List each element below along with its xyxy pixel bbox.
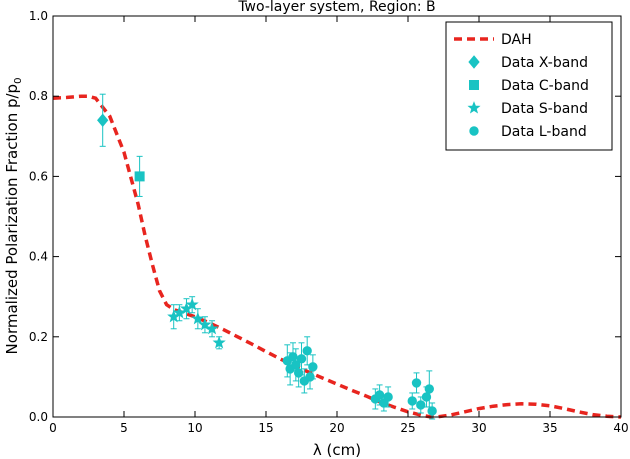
data-point [205, 320, 219, 338]
data-point [191, 308, 205, 330]
y-axis-title: Normalized Polarization Fraction p/p0 [3, 78, 24, 355]
circle-marker [308, 362, 318, 372]
circle-marker [411, 378, 422, 388]
data-point [411, 372, 422, 394]
data-points-layer [97, 93, 437, 420]
data-point [172, 304, 186, 322]
data-point [179, 298, 194, 320]
legend-star-marker [467, 101, 481, 114]
legend-label-s-band: Data S-band [501, 101, 588, 117]
model-curve-layer [52, 94, 622, 419]
star-marker [205, 321, 219, 335]
legend-square-marker [469, 80, 479, 90]
data-point [302, 336, 312, 366]
legend-swatch-s-band [467, 101, 481, 114]
circle-marker [296, 354, 307, 364]
star-marker [198, 317, 212, 331]
legend-swatch-x-band [468, 55, 480, 69]
x-tick-label: 25 [400, 421, 415, 435]
legend-diamond-marker [468, 55, 480, 69]
chart-title: Two-layer system, Region: B [237, 0, 435, 15]
circle-marker [421, 392, 432, 402]
data-point [296, 342, 307, 376]
circle-marker [416, 400, 426, 410]
x-tick-label: 30 [471, 421, 486, 435]
x-tick-label: 40 [613, 421, 628, 435]
circle-marker [424, 384, 434, 394]
legend-swatch-c-band [469, 80, 479, 90]
data-point [134, 155, 145, 197]
data-point [424, 370, 434, 408]
legend-label-x-band: Data X-band [501, 55, 588, 71]
legend-label-dah: DAH [501, 32, 532, 48]
circle-marker [383, 392, 393, 402]
y-tick-label: 0.2 [29, 330, 48, 344]
square-marker [134, 171, 145, 182]
x-tick-label: 5 [120, 421, 128, 435]
y-tick-label: 0.0 [29, 410, 48, 424]
star-marker [191, 311, 205, 325]
data-point [407, 392, 417, 410]
data-point [308, 354, 318, 380]
circle-marker [302, 346, 312, 356]
star-marker [185, 297, 199, 311]
y-tick-label: 0.8 [29, 89, 48, 103]
y-tick-label: 1.0 [29, 9, 48, 23]
data-point [185, 296, 199, 314]
legend: DAH Data X-band Data C-band Data S-band … [445, 21, 613, 151]
data-point [198, 316, 212, 334]
data-point [97, 93, 109, 147]
legend-swatch-l-band [469, 126, 479, 136]
data-point [383, 386, 393, 408]
x-tick-label: 0 [49, 421, 57, 435]
data-point [288, 342, 298, 372]
circle-marker [291, 360, 301, 370]
dah-model-curve [52, 94, 622, 419]
y-tick-label: 0.4 [29, 250, 48, 264]
legend-label-l-band: Data L-band [501, 124, 587, 140]
x-tick-label: 10 [187, 421, 202, 435]
circle-marker [288, 352, 298, 362]
data-point [212, 335, 226, 350]
axis-ticks: 0 5 10 15 20 25 30 35 40 0.0 0.2 0.4 0.6 0.8 1.0 [29, 9, 629, 435]
diamond-marker [97, 113, 109, 128]
star-marker [212, 335, 226, 349]
x-axis-title: λ (cm) [313, 441, 361, 459]
star-marker [172, 305, 186, 319]
legend-circle-marker [469, 126, 479, 136]
x-tick-label: 35 [542, 421, 557, 435]
circle-marker [407, 396, 417, 406]
legend-label-c-band: Data C-band [501, 78, 589, 94]
data-point [427, 402, 437, 420]
circle-marker [427, 406, 437, 416]
x-tick-label: 15 [258, 421, 273, 435]
y-tick-label: 0.6 [29, 169, 48, 183]
x-tick-label: 20 [329, 421, 344, 435]
